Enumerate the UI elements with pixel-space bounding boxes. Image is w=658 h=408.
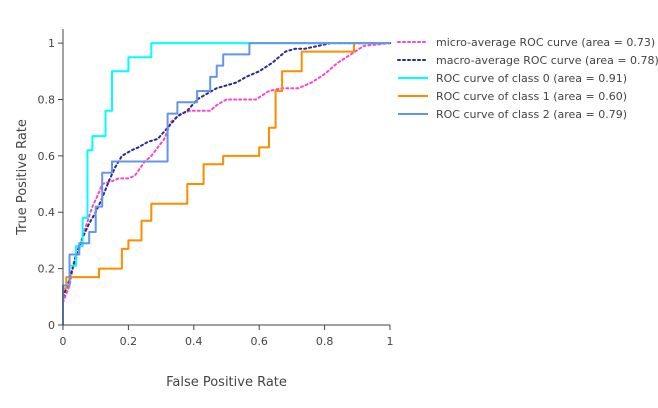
legend: micro-average ROC curve (area = 0.73) mac… (397, 36, 658, 121)
y-tick-label: 0.4 (38, 206, 56, 219)
x-tick-label: 0.8 (316, 335, 334, 348)
legend-label-1: macro-average ROC curve (area = 0.78) (436, 54, 658, 67)
series-line-4 (62, 42, 390, 325)
y-tick-label: 0 (48, 319, 55, 332)
x-axis-title: False Positive Rate (166, 375, 287, 390)
y-tick-label: 0.8 (38, 93, 56, 106)
series-line-2 (62, 42, 390, 325)
legend-label-0: micro-average ROC curve (area = 0.73) (436, 36, 655, 49)
plot-area (62, 42, 391, 325)
x-tick-label: 0.6 (250, 335, 268, 348)
y-axis-title: True Positive Rate (15, 119, 30, 236)
y-tick-label: 0.6 (38, 150, 56, 163)
y-tick-label: 1 (48, 37, 55, 50)
axes: False Positive Rate True Positive Rate 0… (15, 29, 394, 390)
x-tick-label: 0.2 (120, 335, 138, 348)
x-tick-label: 1 (387, 335, 394, 348)
x-tick-label: 0.4 (185, 335, 203, 348)
y-tick-label: 0.2 (38, 263, 56, 276)
series-line-3 (62, 42, 390, 325)
legend-label-2: ROC curve of class 0 (area = 0.91) (436, 72, 627, 85)
legend-label-4: ROC curve of class 2 (area = 0.79) (436, 108, 627, 121)
x-tick-label: 0 (60, 335, 67, 348)
legend-label-3: ROC curve of class 1 (area = 0.60) (436, 90, 627, 103)
series-line-0 (62, 42, 391, 304)
